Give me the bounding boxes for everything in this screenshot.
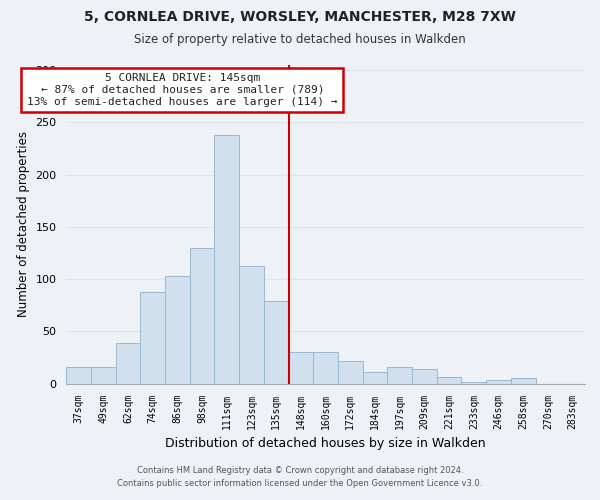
Bar: [338, 360, 362, 384]
Bar: [511, 378, 536, 384]
Bar: [486, 380, 511, 384]
Bar: [190, 248, 214, 384]
Y-axis label: Number of detached properties: Number of detached properties: [17, 132, 30, 318]
Text: Size of property relative to detached houses in Walkden: Size of property relative to detached ho…: [134, 32, 466, 46]
Bar: [264, 301, 289, 384]
Bar: [66, 367, 91, 384]
Bar: [313, 352, 338, 384]
Bar: [214, 135, 239, 384]
Bar: [412, 369, 437, 384]
Bar: [91, 367, 116, 384]
Bar: [289, 352, 313, 384]
Text: 5 CORNLEA DRIVE: 145sqm
← 87% of detached houses are smaller (789)
13% of semi-d: 5 CORNLEA DRIVE: 145sqm ← 87% of detache…: [27, 74, 338, 106]
Bar: [461, 382, 486, 384]
Text: Contains HM Land Registry data © Crown copyright and database right 2024.
Contai: Contains HM Land Registry data © Crown c…: [118, 466, 482, 487]
Bar: [140, 292, 165, 384]
Bar: [165, 276, 190, 384]
Bar: [116, 343, 140, 384]
Text: 5, CORNLEA DRIVE, WORSLEY, MANCHESTER, M28 7XW: 5, CORNLEA DRIVE, WORSLEY, MANCHESTER, M…: [84, 10, 516, 24]
Bar: [388, 367, 412, 384]
Bar: [362, 372, 388, 384]
Bar: [437, 378, 461, 384]
X-axis label: Distribution of detached houses by size in Walkden: Distribution of detached houses by size …: [165, 437, 486, 450]
Bar: [239, 266, 264, 384]
